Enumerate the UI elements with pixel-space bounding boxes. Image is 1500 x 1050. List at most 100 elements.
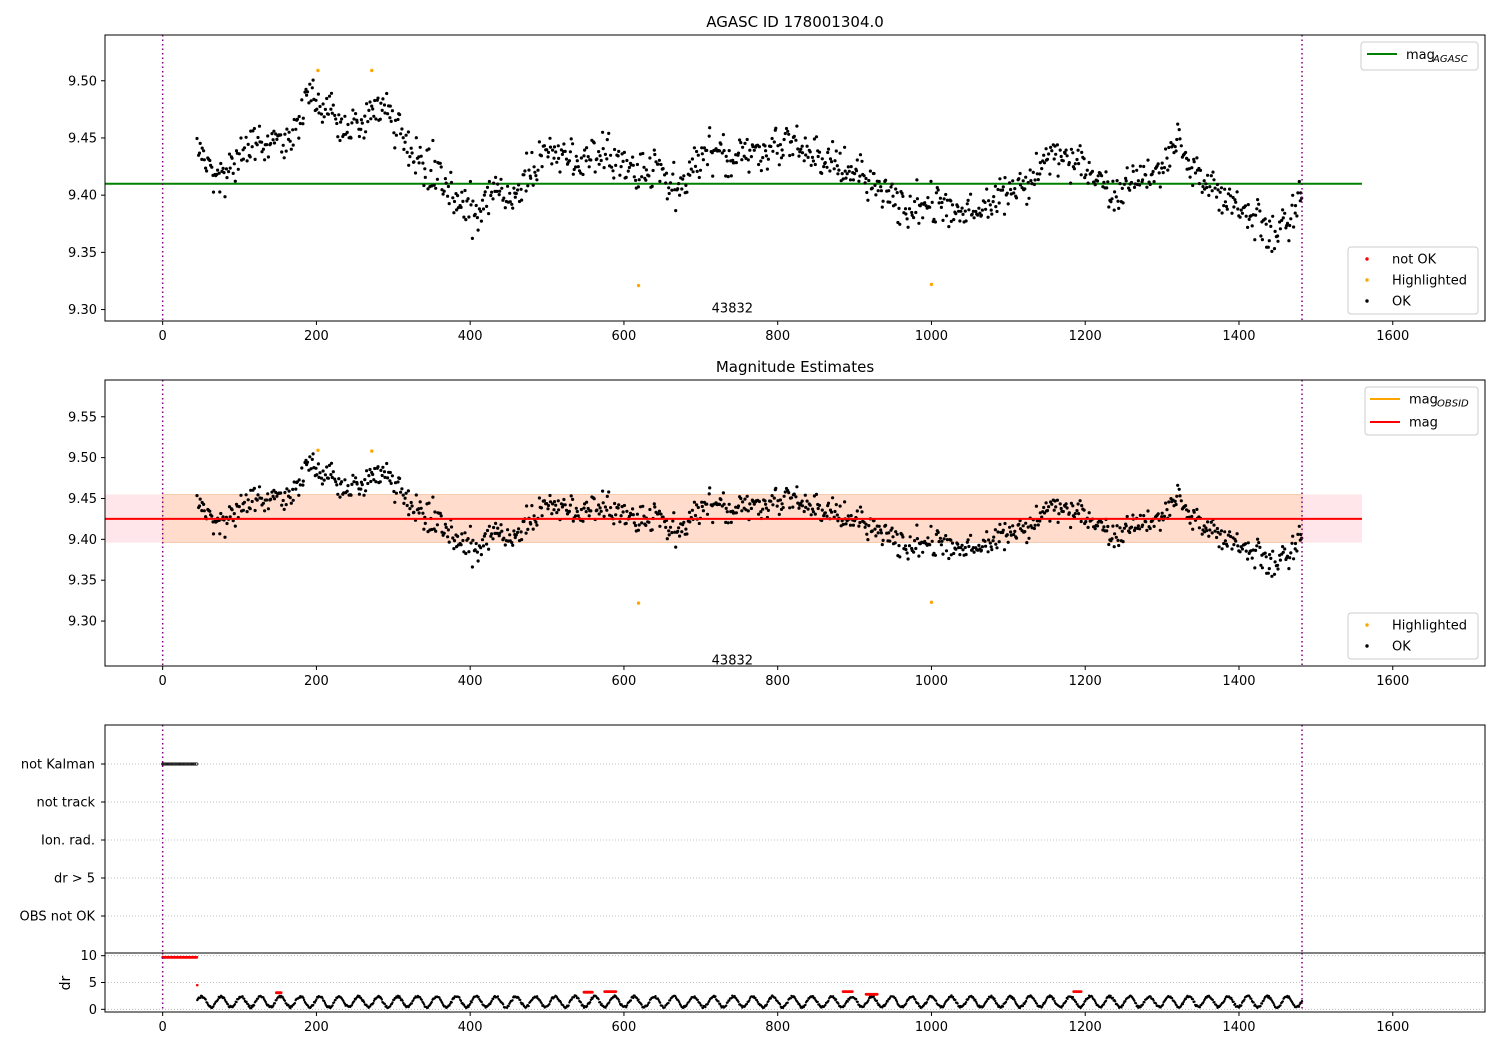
- ok-point: [897, 544, 901, 548]
- ok-point: [1162, 166, 1167, 170]
- ok-point: [1264, 222, 1268, 226]
- dr-point: [994, 999, 997, 1003]
- ok-point: [950, 203, 955, 207]
- ok-point: [1106, 180, 1110, 184]
- ok-point: [625, 158, 629, 163]
- ok-point: [526, 184, 530, 188]
- ok-point: [322, 115, 326, 119]
- ok-point: [1069, 181, 1073, 185]
- dr-point: [668, 999, 672, 1002]
- ok-point: [285, 127, 289, 131]
- ok-point: [868, 169, 873, 173]
- ok-point: [640, 521, 644, 525]
- dr-point: [1233, 1002, 1237, 1006]
- ok-point: [408, 507, 412, 511]
- panel1-xtick-label-800: 800: [765, 329, 790, 344]
- ok-point: [491, 197, 495, 201]
- ok-point: [373, 466, 377, 471]
- panel2-x-ticks: 0 200 400 600 800 1000 1200 1400 1600: [159, 666, 1409, 689]
- dr-not-ok-point: [614, 990, 618, 993]
- ok-point: [569, 494, 573, 498]
- ok-point: [1270, 249, 1274, 253]
- dr-point: [767, 1000, 770, 1003]
- ok-point: [1113, 190, 1117, 194]
- ok-point: [1192, 160, 1196, 164]
- ok-point: [1040, 515, 1044, 519]
- ok-point: [1116, 199, 1120, 203]
- ok-point: [479, 553, 483, 557]
- ok-point: [385, 461, 389, 466]
- ok-point: [1014, 196, 1019, 200]
- dr-point: [951, 995, 955, 999]
- ok-point: [741, 500, 745, 504]
- ok-point: [301, 483, 305, 487]
- ok-point: [993, 184, 998, 188]
- ok-point: [1271, 214, 1275, 218]
- ok-point: [751, 145, 755, 149]
- ok-point: [244, 493, 248, 497]
- ok-point: [252, 126, 256, 131]
- ok-point: [323, 473, 327, 477]
- ok-point: [1204, 182, 1208, 186]
- ok-point: [788, 506, 792, 510]
- ok-point: [251, 129, 255, 133]
- ok-point: [489, 193, 493, 198]
- ok-point: [205, 169, 209, 173]
- ok-point: [849, 165, 853, 169]
- ok-point: [1267, 239, 1271, 243]
- ok-point: [719, 498, 723, 502]
- ok-point: [1021, 524, 1025, 528]
- dr-point: [235, 1000, 238, 1004]
- ok-point: [803, 136, 807, 140]
- flag-point: [195, 762, 199, 766]
- ok-point: [195, 136, 199, 141]
- ok-point: [720, 151, 724, 155]
- ok-point: [987, 538, 991, 542]
- ok-point: [551, 148, 555, 152]
- ok-point: [210, 514, 214, 518]
- ok-point: [1026, 525, 1030, 529]
- ok-point: [401, 136, 405, 140]
- ok-point: [245, 510, 249, 514]
- ok-point: [800, 504, 805, 508]
- ok-point: [688, 173, 692, 177]
- ok-point: [1268, 219, 1272, 223]
- ok-point: [944, 549, 949, 553]
- ok-point: [1031, 170, 1035, 174]
- ok-point: [659, 162, 663, 167]
- ok-point: [246, 142, 250, 146]
- ok-point: [622, 150, 627, 154]
- ok-point: [597, 150, 601, 154]
- ok-point: [1293, 204, 1298, 208]
- ok-point: [1229, 534, 1233, 539]
- ok-point: [838, 504, 842, 508]
- ok-point: [658, 524, 662, 528]
- ok-point: [1208, 528, 1212, 532]
- ok-point: [984, 207, 988, 211]
- dr-point: [579, 1001, 583, 1004]
- ok-point: [367, 108, 371, 112]
- ok-point: [814, 492, 819, 496]
- highlighted-point-2: [636, 601, 641, 605]
- ok-point: [1270, 574, 1274, 578]
- ok-point: [563, 503, 567, 507]
- ok-point: [336, 492, 340, 496]
- ok-point: [1003, 176, 1007, 180]
- ok-point: [1063, 151, 1067, 155]
- ok-point: [1013, 187, 1017, 191]
- ok-point: [1293, 211, 1297, 215]
- ok-point: [1160, 515, 1164, 519]
- ok-point: [734, 161, 739, 165]
- ok-point: [1005, 191, 1009, 195]
- ok-point: [534, 174, 538, 178]
- ok-point: [318, 471, 322, 475]
- ok-point: [745, 137, 749, 142]
- ok-point: [632, 175, 636, 179]
- ok-point: [622, 503, 627, 508]
- ok-point: [520, 198, 524, 202]
- ok-point: [860, 510, 864, 514]
- ok-point: [382, 470, 387, 474]
- ok-point: [1115, 179, 1119, 183]
- dr-point: [1139, 1005, 1142, 1009]
- ok-point: [432, 183, 436, 187]
